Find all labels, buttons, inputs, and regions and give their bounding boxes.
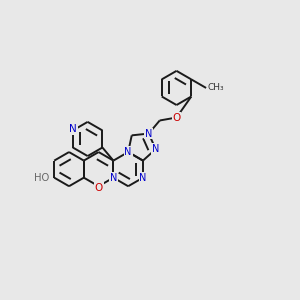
Text: N: N: [110, 173, 117, 183]
Text: O: O: [94, 183, 103, 193]
Text: N: N: [139, 173, 147, 183]
Text: N: N: [69, 124, 77, 134]
Text: CH₃: CH₃: [208, 83, 224, 92]
Text: O: O: [172, 112, 181, 122]
Text: N: N: [152, 144, 159, 154]
Text: N: N: [145, 129, 152, 139]
Text: HO: HO: [34, 173, 49, 183]
Text: N: N: [124, 147, 132, 157]
